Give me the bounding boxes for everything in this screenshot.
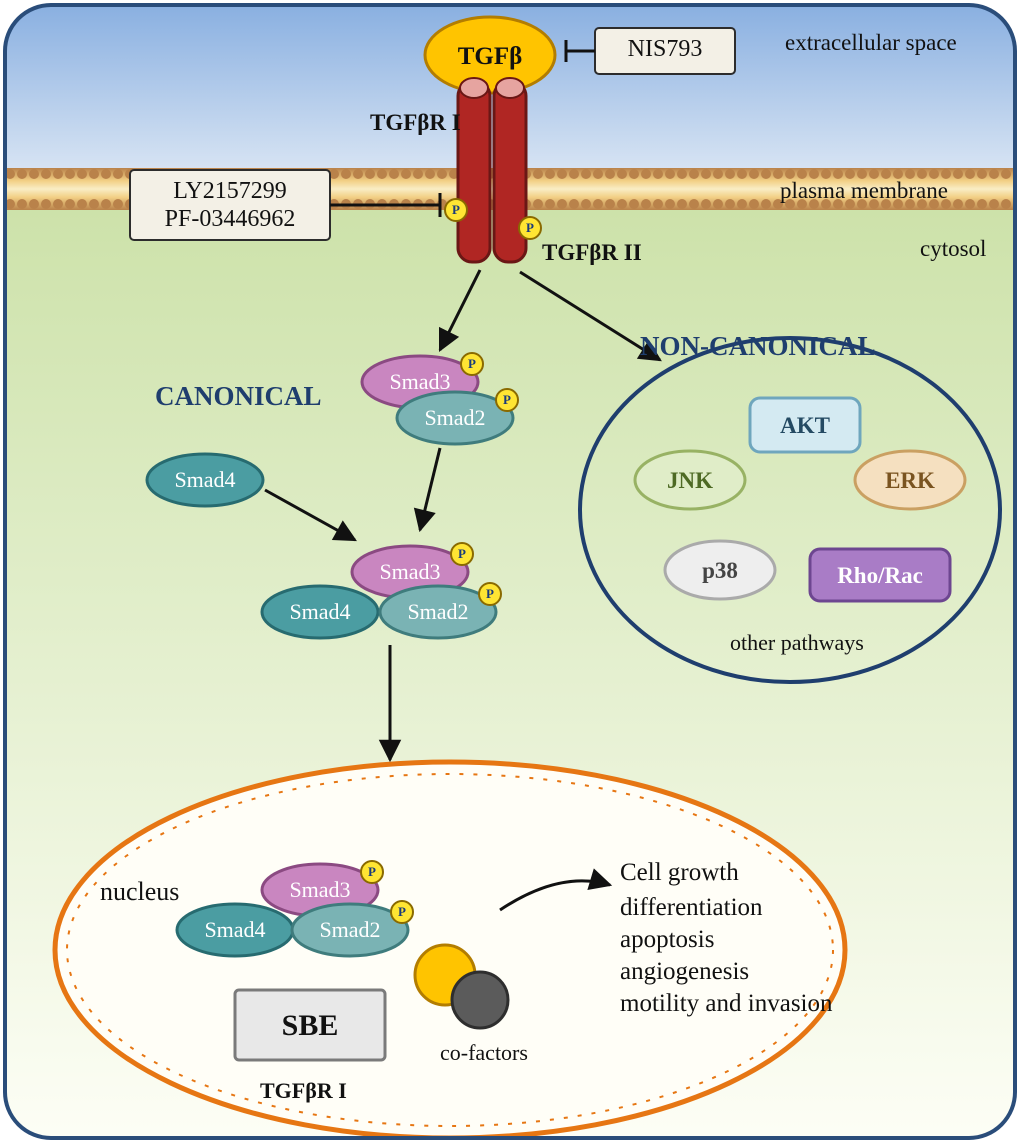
outcome-item: apoptosis — [620, 926, 714, 953]
canonical-heading: CANONICAL — [155, 381, 322, 411]
nucleus-label: nucleus — [100, 877, 179, 906]
phospho-label: P — [458, 546, 466, 561]
cytosol-label: cytosol — [920, 236, 986, 261]
smad4-label: Smad4 — [204, 917, 265, 942]
phospho-label: P — [486, 586, 494, 601]
akt-box-label: AKT — [780, 413, 830, 438]
phospho-label: P — [503, 392, 511, 407]
rho-rac-box-label: Rho/Rac — [837, 563, 923, 588]
outcome-title: Cell growth — [620, 859, 739, 886]
outcome-item: angiogenesis — [620, 958, 749, 985]
smad4-label: Smad4 — [289, 599, 350, 624]
smad3-label: Smad3 — [289, 877, 350, 902]
tgfb-receptor — [458, 78, 490, 262]
phospho-label: P — [368, 864, 376, 879]
phospho-label: P — [526, 220, 534, 235]
p38-node-label: p38 — [702, 558, 738, 583]
ly-pf-box-text: LY2157299 — [173, 178, 287, 204]
smad3-label: Smad3 — [389, 369, 450, 394]
outcome-item: motility and invasion — [620, 990, 833, 1017]
tgfbr1-label: TGFβR I — [370, 110, 461, 135]
smad2-label: Smad2 — [424, 405, 485, 430]
cofactor-2 — [452, 972, 508, 1028]
cofactors-label: co-factors — [440, 1040, 528, 1065]
phospho-label: P — [468, 356, 476, 371]
phospho-label: P — [398, 904, 406, 919]
tgfbr2-label: TGFβR II — [542, 240, 642, 265]
extracellular-space-label: extracellular space — [785, 30, 957, 55]
smad4-label: Smad4 — [174, 467, 235, 492]
smad2-label: Smad2 — [319, 917, 380, 942]
nis793-box-text: NIS793 — [628, 36, 703, 62]
smad2-label: Smad2 — [407, 599, 468, 624]
smad3-label: Smad3 — [379, 559, 440, 584]
non-canonical-heading: NON-CANONICAL — [640, 331, 876, 361]
ly-pf-box-text: PF-03446962 — [165, 206, 296, 232]
tgfbr1-bottom-label: TGFβR I — [260, 1078, 347, 1103]
plasma-membrane-label: plasma membrane — [780, 178, 948, 203]
phospho-label: P — [452, 202, 460, 217]
outcome-item: differentiation — [620, 894, 763, 921]
jnk-node-label: JNK — [667, 468, 713, 493]
erk-node-label: ERK — [885, 468, 935, 493]
sbe-label: SBE — [282, 1009, 339, 1042]
tgfb-label: TGFβ — [458, 43, 523, 70]
other-pathways-label: other pathways — [730, 630, 864, 655]
